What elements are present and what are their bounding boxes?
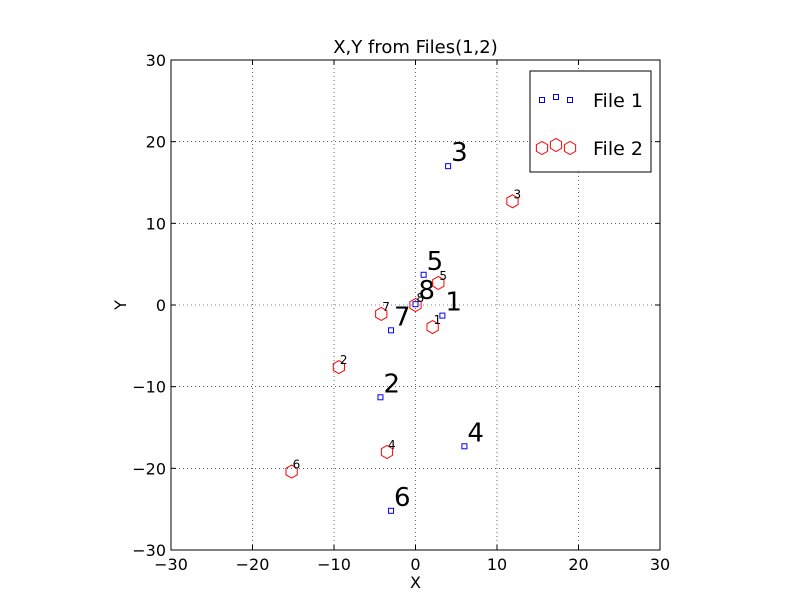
data-point-marker [377, 394, 384, 401]
x-tick-label: 10 [487, 555, 507, 574]
data-point-label: 7 [382, 300, 390, 314]
data-point-label: 1 [434, 313, 442, 327]
x-tick-label: 30 [650, 555, 670, 574]
y-tick-label: −10 [132, 378, 166, 397]
data-point-marker [388, 327, 395, 334]
y-tick-label: 0 [156, 296, 166, 315]
data-point-marker [285, 464, 298, 479]
data-point-marker [380, 444, 394, 460]
legend-marker [535, 140, 549, 156]
data-point-label: 2 [383, 369, 400, 399]
data-point-label: 8 [419, 276, 436, 306]
legend-box [529, 70, 652, 173]
y-tick-label: −20 [132, 459, 166, 478]
data-point-marker [439, 312, 446, 319]
data-point-marker [375, 306, 388, 322]
axis-ticks: −30 −20 −10 0 10 20 30 −30 −20 −10 0 10 20 30 [132, 51, 670, 574]
x-axis-label: X [410, 573, 421, 592]
y-axis-label: Y [111, 300, 130, 311]
y-tick-label: 20 [146, 133, 166, 152]
data-point-marker [420, 271, 427, 278]
legend-label: File 2 [593, 138, 643, 160]
data-point-label: 8 [417, 291, 425, 305]
legend-marker [553, 94, 559, 100]
legend-entry: File 1 [539, 90, 643, 112]
y-tick-label: 10 [146, 214, 166, 233]
data-point-marker [409, 297, 422, 313]
legend-label: File 1 [593, 90, 643, 112]
chart-title: X,Y from Files(1,2) [333, 37, 498, 58]
data-point-label: 5 [439, 269, 447, 283]
data-point-label: 1 [445, 288, 462, 318]
data-point-label: 4 [388, 438, 396, 452]
data-point-marker [445, 163, 452, 170]
data-point-marker [388, 507, 395, 514]
data-point-marker [506, 194, 519, 209]
x-tick-label: 20 [568, 555, 588, 574]
legend-marker [567, 97, 573, 103]
x-tick-label: −10 [317, 555, 351, 574]
data-point-marker [332, 359, 346, 375]
data-point-label: 5 [427, 247, 444, 277]
x-tick-label: −30 [154, 555, 188, 574]
legend-marker [563, 140, 577, 156]
legend-entry: File 2 [535, 137, 643, 160]
y-tick-label: 30 [146, 51, 166, 70]
data-point-label: 3 [513, 187, 521, 201]
data-point-label: 2 [340, 353, 348, 367]
data-point-label: 4 [467, 418, 484, 448]
legend-marker [549, 137, 563, 153]
data-point-label: 7 [394, 302, 411, 332]
legend: File 1 File 2 [529, 70, 652, 173]
plot-frame [170, 59, 661, 551]
legend-marker [539, 97, 545, 103]
data-point-marker [461, 443, 468, 450]
data-point-marker [432, 275, 445, 291]
data-point-label: 6 [394, 483, 411, 513]
x-tick-label: 0 [410, 555, 420, 574]
data-point-marker [426, 319, 439, 335]
data-point-label: 3 [451, 138, 468, 168]
data-point-label: 6 [293, 458, 301, 472]
y-tick-label: −30 [132, 541, 166, 560]
x-tick-label: −20 [236, 555, 270, 574]
data-point-marker [412, 301, 419, 308]
